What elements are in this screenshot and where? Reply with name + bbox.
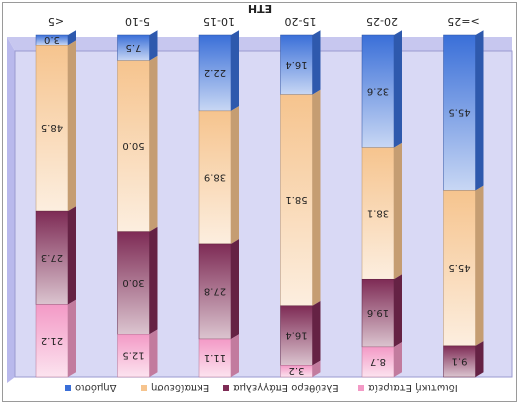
bar-5-series-2 xyxy=(35,45,69,212)
value-label-5-10-series-1: 7.5 xyxy=(126,42,142,53)
value-label-10-15-series-1: 22.2 xyxy=(204,67,226,78)
legend-swatch-series-3 xyxy=(223,385,229,391)
category-label-5: <5 xyxy=(48,15,64,28)
bar-15-20-series-4-side xyxy=(312,360,321,377)
plot-border xyxy=(14,50,513,378)
value-label-25-series-3: 9.1 xyxy=(452,355,468,366)
bar-25-series-2 xyxy=(443,190,476,347)
plot-floor xyxy=(7,37,512,51)
stacked-bar-chart: 3.0 48.5 27.3 21.2 7.5 50.0 30.0 12.5 22.2 38.9 27… xyxy=(7,3,513,394)
bar-15-20-series-2-side xyxy=(312,89,321,306)
legend-label-series-3: Ελεύθερο Επάγγελμα xyxy=(233,382,339,394)
value-label-5-10-series-4: 12.5 xyxy=(122,350,144,361)
value-label-15-20-series-3: 16.4 xyxy=(285,330,307,341)
bar-5-series-4 xyxy=(35,304,69,378)
legend-swatch-series-4 xyxy=(358,385,364,391)
bar-5-10-series-4 xyxy=(117,334,150,378)
bar-20-25-series-4-side xyxy=(394,342,402,377)
bar-10-15-series-4-side xyxy=(231,334,239,377)
bar-15-20-series-3-side xyxy=(312,300,321,366)
bar-15-20-series-2 xyxy=(280,94,313,307)
bar-25-series-2-side xyxy=(475,185,484,346)
value-label-25-series-1: 45.5 xyxy=(448,107,470,118)
plot-side-wall xyxy=(7,37,15,383)
bar-5-series-4-side xyxy=(68,299,76,377)
bar-10-15-series-2-side xyxy=(231,106,239,244)
plot-wall xyxy=(15,51,512,377)
bars-group xyxy=(35,30,484,378)
value-label-15-20-series-2: 58.1 xyxy=(285,194,307,205)
category-label-20-25: 20-25 xyxy=(366,15,398,28)
bar-10-15-series-1-side xyxy=(231,30,239,111)
bar-5-10-series-4-side xyxy=(149,329,158,377)
plot-background xyxy=(7,37,513,383)
value-label-5-series-3: 27.3 xyxy=(41,252,63,263)
legend-swatch-series-1 xyxy=(65,385,71,391)
value-label-5-10-series-2: 50.0 xyxy=(122,140,144,151)
legend-label-series-1: Δημόσιο xyxy=(75,382,117,394)
bar-15-20-series-1 xyxy=(280,34,313,95)
value-label-20-25-series-3: 19.6 xyxy=(367,307,389,318)
bar-5-10-series-1-side xyxy=(149,30,158,61)
bar-10-15-series-3-side xyxy=(231,239,239,340)
value-label-25-series-2: 45.5 xyxy=(448,262,470,273)
bar-5-10-series-1 xyxy=(117,34,150,61)
category-label-10-15: 10-15 xyxy=(203,15,235,28)
bar-5-series-2-side xyxy=(68,40,76,212)
value-label-5-series-1: 3.0 xyxy=(44,34,60,45)
legend-label-series-4: Ιδιωτική Εταιρεία xyxy=(368,382,458,394)
chart-frame: 3.0 48.5 27.3 21.2 7.5 50.0 30.0 12.5 22.2 38.9 27… xyxy=(2,2,517,402)
legend: Δημόσιο Εκπαίδευση Ελεύθερο Επάγγελμα Ιδιωτ… xyxy=(65,382,458,394)
value-label-5-10-series-3: 30.0 xyxy=(122,277,144,288)
bar-20-25-series-1 xyxy=(361,34,395,148)
value-labels-group: 3.0 48.5 27.3 21.2 7.5 50.0 30.0 12.5 22.2 38.9 27… xyxy=(41,34,471,376)
value-label-5-series-2: 48.5 xyxy=(41,122,63,133)
value-label-20-25-series-1: 32.6 xyxy=(367,85,389,96)
category-label-25: >=25 xyxy=(447,15,479,28)
bar-20-25-series-1-side xyxy=(394,30,402,148)
bar-20-25-series-3-side xyxy=(394,274,402,347)
bar-20-25-series-2 xyxy=(361,147,395,280)
value-label-5-series-4: 21.2 xyxy=(41,335,63,346)
bar-15-20-series-3 xyxy=(280,305,313,366)
bar-20-25-series-3 xyxy=(361,278,395,348)
legend-label-series-2: Εκπαίδευση xyxy=(151,382,209,394)
bar-5-10-series-2 xyxy=(117,60,150,232)
bar-5-10-series-3-side xyxy=(149,226,158,335)
bar-15-20-series-1-side xyxy=(312,30,321,95)
value-label-10-15-series-2: 38.9 xyxy=(204,171,226,182)
value-label-15-20-series-4: 3.2 xyxy=(289,365,305,376)
chart-title: ΕΤΗ xyxy=(248,3,272,15)
category-label-5-10: 5-10 xyxy=(125,15,150,28)
bar-20-25-series-2-side xyxy=(394,142,402,280)
value-label-15-20-series-1: 16.4 xyxy=(285,59,307,70)
bar-5-10-series-2-side xyxy=(149,55,158,232)
category-labels-group: <5 5-10 10-15 15-20 20-25 >=25 xyxy=(48,15,480,28)
bar-5-series-1-side xyxy=(68,30,76,46)
value-label-10-15-series-4: 11.1 xyxy=(204,352,226,363)
bar-25-series-1-side xyxy=(475,30,484,191)
value-label-20-25-series-2: 38.1 xyxy=(367,207,389,218)
bar-5-series-3-side xyxy=(68,206,76,305)
bar-10-15-series-1 xyxy=(198,34,232,112)
bar-5-series-3 xyxy=(35,210,69,305)
bar-25-series-3-side xyxy=(475,341,484,377)
bar-10-15-series-3 xyxy=(198,243,232,340)
category-label-15-20: 15-20 xyxy=(285,15,317,28)
value-label-20-25-series-4: 8.7 xyxy=(370,356,386,367)
value-label-10-15-series-3: 27.8 xyxy=(204,286,226,297)
legend-swatch-series-2 xyxy=(141,385,147,391)
